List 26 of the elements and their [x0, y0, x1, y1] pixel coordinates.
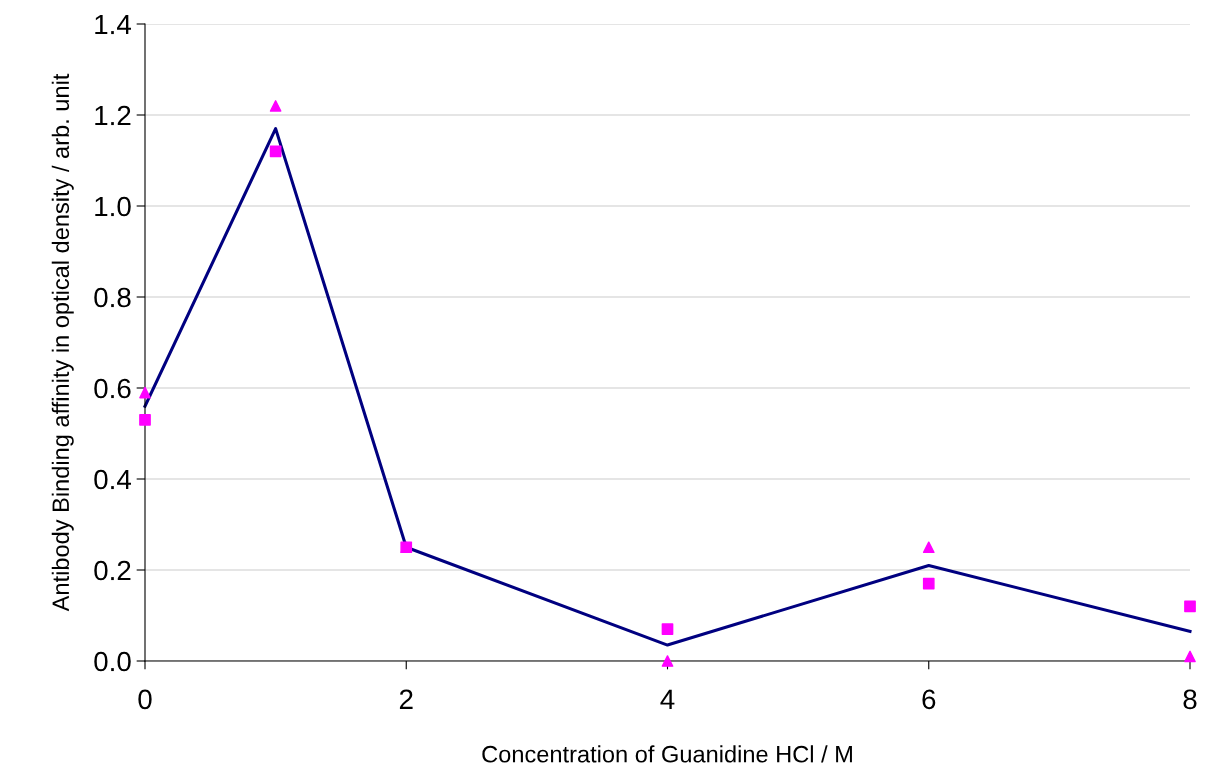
point: [1184, 650, 1196, 663]
point: [269, 145, 282, 158]
y-tick-label: 0.6: [94, 378, 131, 399]
y-tick-label: 1.4: [95, 14, 131, 35]
point: [1184, 600, 1196, 613]
x-tick-label: 6: [922, 689, 936, 710]
y-tick-label: 0.4: [94, 469, 131, 490]
y-tick-label: 0.2: [94, 560, 131, 581]
y-tick-label: 1.2: [95, 105, 131, 126]
y-tick-label: 1.0: [95, 196, 131, 217]
point: [922, 577, 935, 590]
point: [139, 414, 151, 426]
x-tick-label: 4: [660, 689, 675, 709]
x-tick-label: 8: [1183, 689, 1197, 710]
point: [269, 100, 282, 112]
line-series: [143, 127, 1192, 647]
x-tick-label: 0: [138, 689, 152, 710]
point: [661, 655, 674, 667]
y-axis-title: Antibody Binding affinity in optical density / arb. unit: [51, 73, 74, 612]
y-tick-label: 0.8: [94, 287, 131, 308]
y-tick-label: 0.0: [94, 651, 131, 672]
x-tick-label: 2: [399, 689, 413, 709]
point: [661, 623, 674, 635]
point: [922, 541, 935, 554]
point: [139, 386, 151, 399]
x-axis-title: Concentration of Guanidine HCl / M: [482, 745, 852, 763]
